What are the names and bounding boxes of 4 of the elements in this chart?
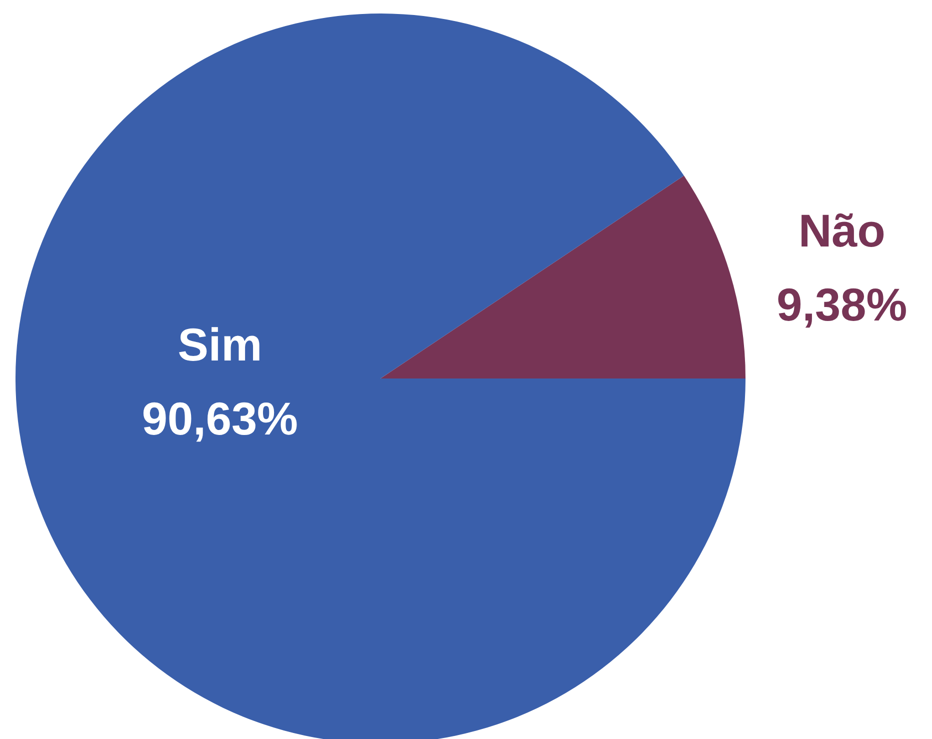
slice-label: Não xyxy=(798,204,886,257)
data-label: 90,63% xyxy=(142,392,298,445)
slice-label: Sim xyxy=(178,318,262,371)
data-label: 9,38% xyxy=(776,278,908,331)
